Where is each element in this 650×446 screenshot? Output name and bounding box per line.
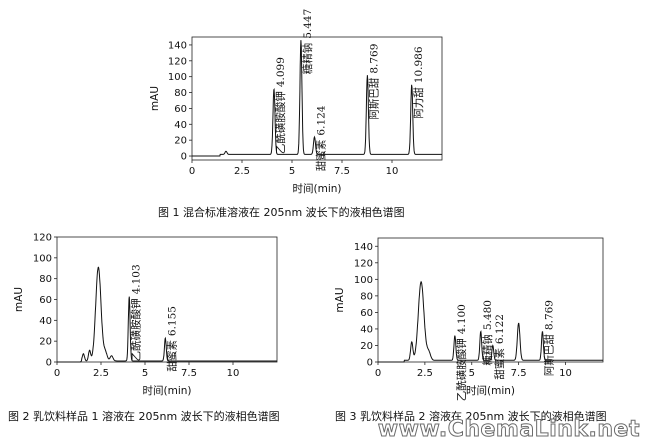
x-axis-label: 时间(min)	[466, 384, 515, 397]
x-tick-label: 5	[469, 368, 475, 379]
peak-label: 5.447 糖精钠	[301, 9, 314, 75]
chromatogram-trace	[57, 266, 277, 363]
y-tick-label: 140	[168, 40, 187, 51]
x-tick-label: 7.5	[181, 368, 197, 379]
peak-label: 5.480 糖精钠	[481, 300, 494, 366]
y-tick-label: 20	[39, 337, 52, 348]
peak-retention-time: 5.447	[302, 9, 314, 39]
y-tick-label: 60	[174, 104, 187, 115]
x-tick-label: 2.5	[93, 368, 109, 379]
x-tick-label: 0	[375, 368, 381, 379]
peak-label: 4.103 乙酰磺胺酸钾	[129, 264, 142, 361]
x-tick-label: 5	[142, 368, 148, 379]
x-tick-label: 7.5	[511, 368, 527, 379]
chromatogram-2: 0 20 40 60 80 100 120 0 2.5 5 7.5 10 mAU 时间(min) 4.103…	[13, 233, 278, 397]
peak-retention-time: 6.122	[494, 314, 506, 344]
x-tick-label: 2.5	[234, 166, 250, 177]
y-axis-label: mAU	[149, 86, 161, 111]
chromatogram-1: 0 20 40 60 80 100 120 140 0 2.5 5 7.5 10 mAU 时间(min) 4.…	[149, 9, 443, 195]
y-tick-label: 20	[174, 136, 187, 147]
caption-figure-1: 图 1 混合标准溶液在 205nm 波长下的液相色谱图	[158, 206, 405, 219]
peak-label: 10.986 阿力甜	[412, 46, 425, 119]
y-tick-label: 40	[39, 316, 52, 327]
peak-retention-time: 8.769	[369, 44, 381, 74]
peak-compound-name: 阿力甜	[412, 87, 425, 119]
y-tick-label: 60	[39, 295, 52, 306]
peak-label: 8.769 阿斯巴甜	[368, 44, 381, 120]
peak-compound-name: 乙酰磺胺酸钾	[129, 298, 142, 361]
peak-label: 6.122 甜蜜素	[493, 314, 506, 380]
y-tick-label: 100	[354, 275, 373, 286]
peak-compound-name: 乙酰磺胺酸钾	[455, 338, 468, 401]
x-tick-label: 10	[559, 368, 572, 379]
peak-label: 4.100 乙酰磺胺酸钾	[455, 304, 468, 401]
peak-compound-name: 甜蜜素	[166, 340, 179, 372]
peak-compound-name: 糖精钠	[481, 334, 494, 366]
peak-label: 6.124 甜蜜素	[315, 105, 328, 171]
y-tick-label: 120	[354, 258, 373, 269]
y-tick-label: 120	[168, 56, 187, 67]
y-tick-label: 0	[367, 358, 373, 369]
y-tick-label: 40	[360, 324, 373, 335]
y-tick-label: 0	[181, 152, 187, 163]
peak-retention-time: 5.480	[482, 300, 494, 330]
y-tick-label: 80	[174, 88, 187, 99]
plot-frame	[377, 237, 604, 363]
peak-retention-time: 8.769	[544, 300, 556, 330]
y-axis-label: mAU	[334, 287, 346, 312]
peak-retention-time: 10.986	[413, 46, 425, 83]
y-tick-label: 80	[39, 274, 52, 285]
y-tick-label: 140	[354, 242, 373, 253]
peak-retention-time: 6.124	[316, 105, 328, 135]
peak-retention-time: 4.103	[130, 264, 142, 294]
peak-label: 4.099 乙酰磺胺酸钾	[274, 57, 287, 154]
x-tick-label: 0	[54, 368, 60, 379]
peak-label: 6.155 甜蜜素	[166, 306, 179, 372]
x-axis-label: 时间(min)	[293, 182, 342, 195]
peak-label: 8.769 阿斯巴甜	[543, 300, 556, 376]
y-tick-label: 100	[33, 253, 52, 264]
peak-compound-name: 阿斯巴甜	[543, 334, 556, 376]
chromatogram-trace	[192, 40, 442, 157]
peak-retention-time: 4.100	[456, 304, 468, 334]
y-tick-label: 0	[46, 358, 52, 369]
x-tick-label: 10	[227, 368, 240, 379]
y-axis-label: mAU	[13, 287, 25, 312]
y-tick-label: 80	[360, 291, 373, 302]
caption-figure-3: 图 3 乳饮料样品 2 溶液在 205nm 波长下的液相色谱图	[335, 410, 607, 423]
x-tick-label: 5	[289, 166, 295, 177]
y-tick-label: 120	[33, 233, 52, 244]
peak-compound-name: 糖精钠	[301, 43, 314, 75]
x-tick-label: 0	[189, 166, 195, 177]
x-tick-label: 7.5	[334, 166, 350, 177]
x-axis-label: 时间(min)	[143, 384, 192, 397]
x-tick-label: 2.5	[417, 368, 433, 379]
peak-retention-time: 4.099	[275, 57, 287, 87]
caption-figure-2: 图 2 乳饮料样品 1 溶液在 205nm 波长下的液相色谱图	[8, 410, 280, 423]
peak-compound-name: 甜蜜素	[315, 140, 328, 172]
peak-retention-time: 6.155	[167, 306, 179, 336]
watermark-logo: www.ChemaLink.net	[377, 417, 640, 443]
peak-compound-name: 阿斯巴甜	[368, 77, 381, 119]
y-tick-label: 20	[360, 341, 373, 352]
y-tick-label: 40	[174, 120, 187, 131]
peak-compound-name: 甜蜜素	[493, 348, 506, 380]
peak-compound-name: 乙酰磺胺酸钾	[274, 91, 287, 154]
y-tick-label: 100	[168, 72, 187, 83]
x-tick-label: 10	[386, 166, 399, 177]
y-tick-label: 60	[360, 308, 373, 319]
plot-frame	[191, 36, 443, 161]
chromatogram-trace	[378, 280, 603, 363]
